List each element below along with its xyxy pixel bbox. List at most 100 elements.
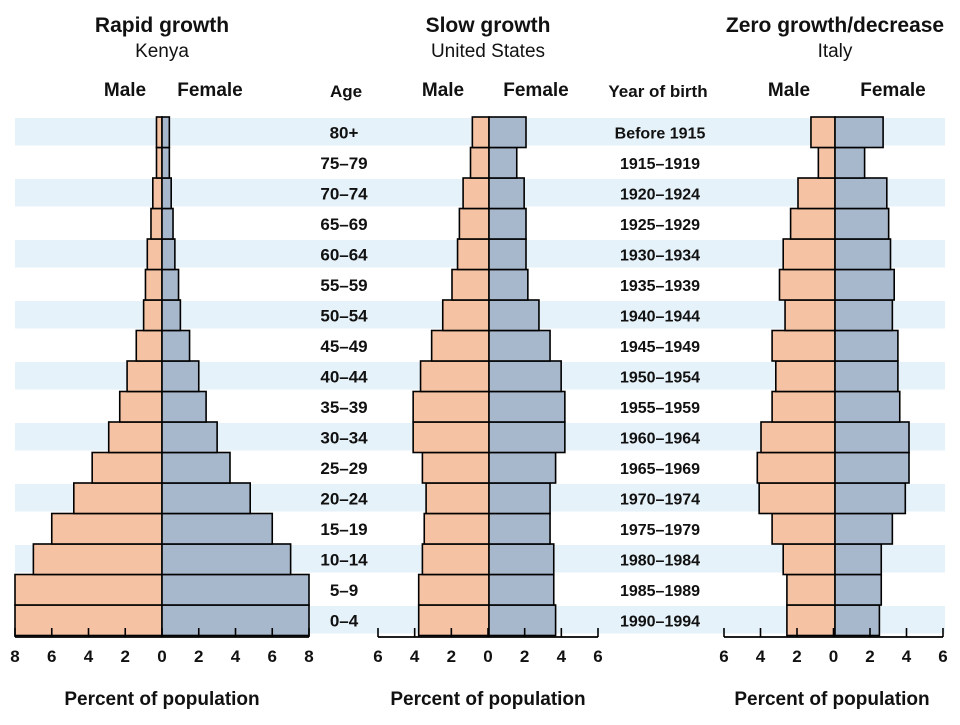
x-tick-label: 4 xyxy=(231,647,241,666)
female-bar xyxy=(834,116,884,149)
year-label: 1975–1979 xyxy=(620,522,700,539)
male-bar xyxy=(784,299,836,332)
x-tick-label: 4 xyxy=(902,647,912,666)
female-bar xyxy=(161,421,218,454)
male-bar xyxy=(107,421,163,454)
male-bar xyxy=(786,604,836,637)
axes: 8 6 4 2 0 2 4 6 8 6 4 2 0 2 4 6 6 4 2 0 2 4 6 xyxy=(10,628,948,666)
female-bar xyxy=(834,177,888,210)
female-bar xyxy=(488,390,566,423)
chart-3-xlabel: Percent of population xyxy=(734,689,929,710)
age-label: 35–39 xyxy=(320,398,367,417)
male-bar xyxy=(144,268,163,301)
female-bar xyxy=(161,451,231,484)
year-label: 1945–1949 xyxy=(620,339,700,356)
chart-1-male-label: Male xyxy=(104,80,146,101)
x-tick-label: 6 xyxy=(719,647,728,666)
female-bar xyxy=(488,451,557,484)
female-bar xyxy=(834,146,866,179)
male-bar xyxy=(73,482,163,515)
male-bar xyxy=(462,177,490,210)
female-bar xyxy=(834,512,894,545)
male-bar xyxy=(155,116,163,149)
chart-1-subtitle: Kenya xyxy=(135,41,189,62)
female-bar xyxy=(488,238,527,271)
x-tick-label: 4 xyxy=(84,647,94,666)
female-bar xyxy=(161,482,251,515)
female-bar xyxy=(488,207,527,240)
female-bar xyxy=(488,146,518,179)
male-bar xyxy=(451,268,490,301)
female-bar xyxy=(161,329,191,362)
x-tick-label: 0 xyxy=(157,647,166,666)
male-bar xyxy=(32,543,163,576)
male-bar xyxy=(771,512,836,545)
chart-2-title: Slow growth xyxy=(426,14,551,37)
female-bar xyxy=(834,573,883,606)
male-bar xyxy=(774,360,836,393)
year-label: 1940–1944 xyxy=(620,308,700,325)
age-label: 0–4 xyxy=(330,611,359,630)
age-label: 60–64 xyxy=(320,245,368,264)
x-tick-label: 2 xyxy=(865,647,874,666)
female-bar xyxy=(161,573,310,606)
age-label: 30–34 xyxy=(320,428,368,447)
male-bar xyxy=(417,604,490,637)
female-bar xyxy=(161,146,171,179)
male-bar xyxy=(50,512,163,545)
female-bar xyxy=(834,543,883,576)
male-bar xyxy=(135,329,163,362)
female-bar xyxy=(488,329,551,362)
male-bar xyxy=(142,299,163,332)
male-bar xyxy=(118,390,163,423)
age-label: 40–44 xyxy=(320,367,368,386)
female-bar xyxy=(488,360,562,393)
male-bar xyxy=(441,299,490,332)
year-label: 1985–1989 xyxy=(620,583,700,600)
male-bar xyxy=(423,512,490,545)
x-tick-label: 2 xyxy=(121,647,130,666)
female-bar xyxy=(488,604,557,637)
male-bar xyxy=(155,146,163,179)
x-tick-label: 6 xyxy=(47,647,56,666)
female-bar xyxy=(161,238,176,271)
male-bar xyxy=(810,116,836,149)
chart-1-title: Rapid growth xyxy=(95,14,229,37)
male-bar xyxy=(146,238,163,271)
chart-3-male-label: Male xyxy=(768,80,810,101)
x-tick-label: 8 xyxy=(10,647,19,666)
male-bar xyxy=(456,238,490,271)
male-bar xyxy=(782,238,836,271)
male-bar xyxy=(421,543,490,576)
male-bar xyxy=(126,360,163,393)
year-label: 1925–1929 xyxy=(620,217,700,234)
male-bar xyxy=(91,451,163,484)
x-tick-label: 4 xyxy=(756,647,766,666)
male-bar xyxy=(152,177,163,210)
x-tick-label: 0 xyxy=(829,647,838,666)
male-bar xyxy=(419,360,490,393)
male-bar xyxy=(778,268,836,301)
male-bar xyxy=(756,451,836,484)
age-label: 10–14 xyxy=(320,550,368,569)
female-bar xyxy=(161,512,274,545)
year-label: 1960–1964 xyxy=(620,430,700,447)
female-bar xyxy=(834,390,901,423)
female-bar xyxy=(161,207,174,240)
year-label: 1965–1969 xyxy=(620,461,700,478)
male-bar xyxy=(789,207,836,240)
row-labels: 0–4 1990–1994 5–9 1985–1989 10–14 1980–1984 15… xyxy=(320,123,705,630)
female-bar xyxy=(161,268,180,301)
age-header: Age xyxy=(330,82,362,101)
age-label: 20–24 xyxy=(320,489,368,508)
age-label: 15–19 xyxy=(320,520,367,539)
female-bar xyxy=(488,116,527,149)
female-bar xyxy=(834,604,881,637)
age-label: 45–49 xyxy=(320,337,367,356)
male-bar xyxy=(458,207,490,240)
age-label: 55–59 xyxy=(320,276,367,295)
female-bar xyxy=(834,329,899,362)
x-tick-label: 8 xyxy=(304,647,313,666)
chart-3-subtitle: Italy xyxy=(818,41,853,62)
x-tick-label: 2 xyxy=(447,647,456,666)
